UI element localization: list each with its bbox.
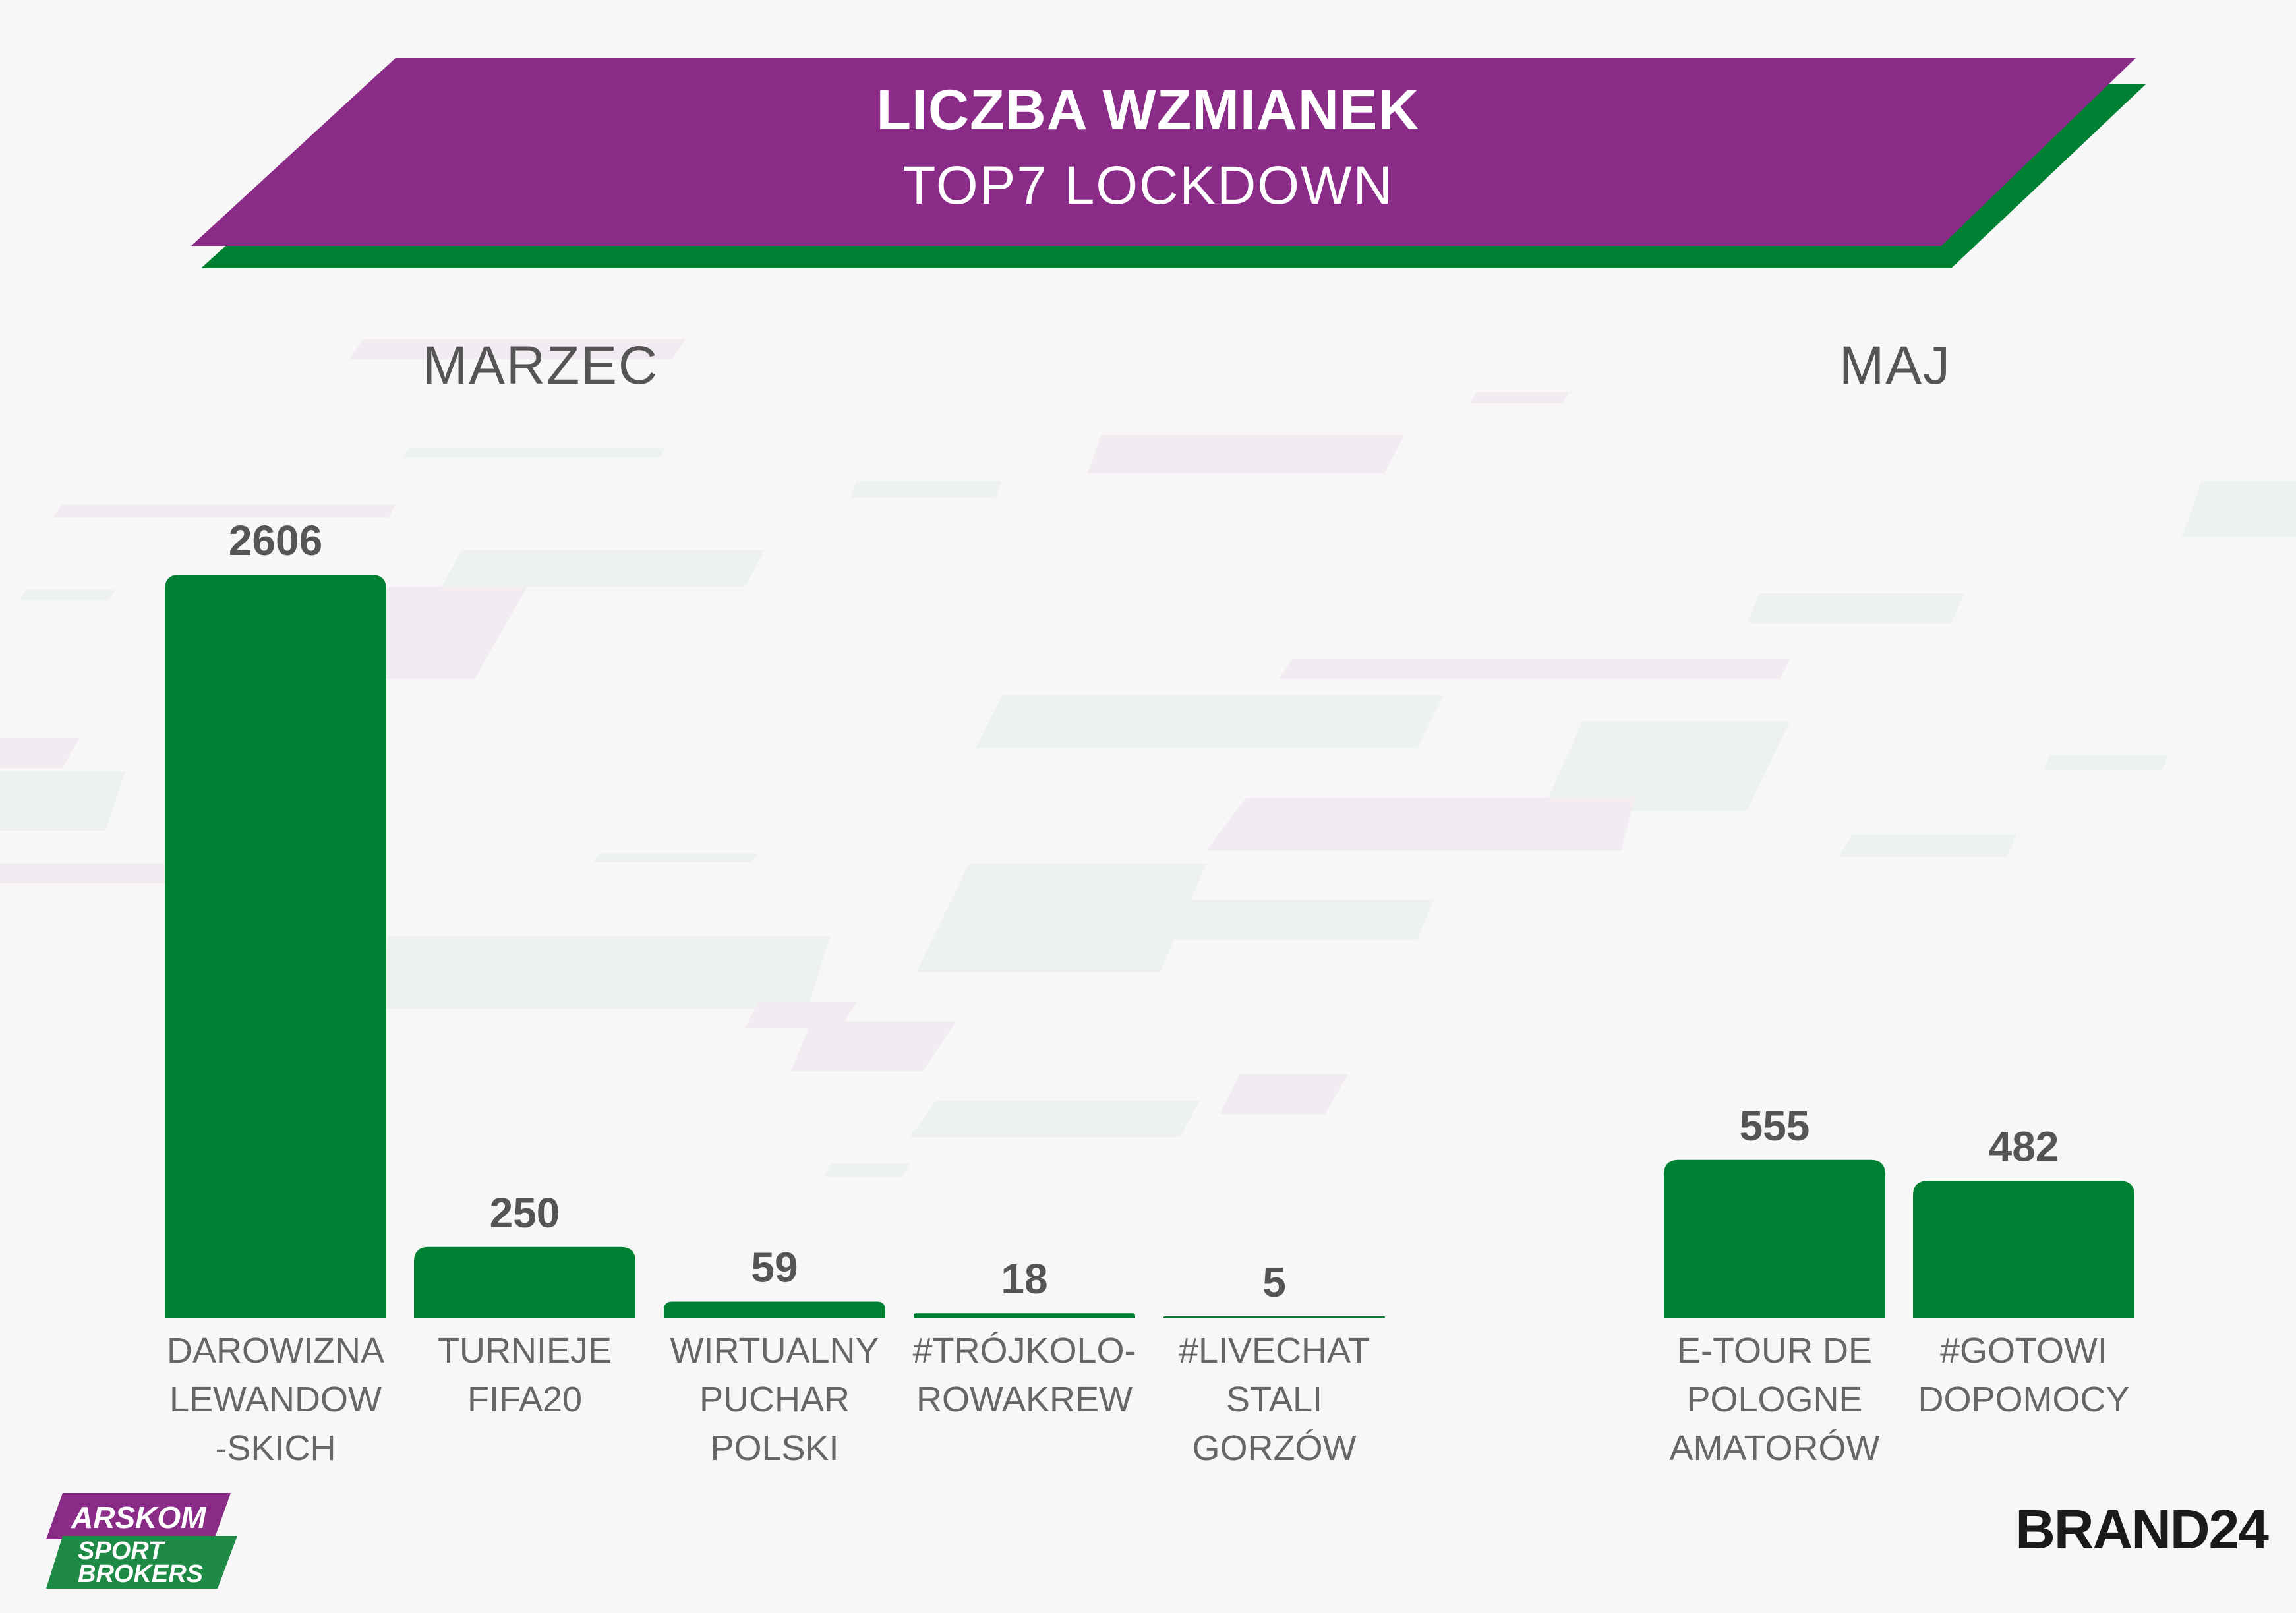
arskom-logo-line1: ARSKOM — [71, 1500, 207, 1535]
bar-value-label: 18 — [1001, 1255, 1047, 1303]
bar — [414, 1246, 635, 1318]
bar-category-label: PUCHAR — [699, 1380, 850, 1419]
bar-value-label: 59 — [751, 1243, 798, 1291]
bar-category-label: DOPOMOCY — [1918, 1380, 2129, 1419]
brand24-logo: BRAND24 — [2015, 1498, 2269, 1560]
bar-category-label: TURNIEJE — [438, 1331, 612, 1370]
bar-category-label: GORZÓW — [1192, 1428, 1357, 1468]
section-label-march: MARZEC — [422, 336, 659, 396]
section-label-may: MAJ — [1839, 336, 1951, 396]
bar-value-label: 250 — [490, 1189, 560, 1237]
bar-category-label: #GOTOWI — [1940, 1331, 2107, 1370]
bar-category-label: -SKICH — [215, 1428, 336, 1468]
bar-category-label: POLOGNE — [1686, 1380, 1862, 1419]
bar-value-label: 5 — [1262, 1258, 1286, 1306]
arskom-logo-line2: SPORT — [78, 1537, 165, 1565]
bar-category-label: LEWANDOW — [169, 1380, 382, 1419]
background-streaks — [0, 339, 2296, 1177]
arskom-logo-line3: BROKERS — [78, 1560, 203, 1588]
bar-category-label: AMATORÓW — [1670, 1428, 1880, 1468]
arskom-logo-purple-band — [46, 1493, 231, 1539]
bar — [1664, 1159, 1885, 1318]
bar — [1913, 1181, 2134, 1318]
bar-value-label: 555 — [1740, 1102, 1810, 1150]
bar-category-label: ROWAKREW — [916, 1380, 1133, 1419]
chart-title: LICZBA WZMIANEK — [876, 78, 1420, 142]
bar — [914, 1313, 1135, 1318]
bar-category-label: POLSKI — [710, 1428, 839, 1468]
arskom-logo-green-band — [46, 1536, 237, 1589]
bar-value-label: 2606 — [229, 517, 322, 564]
bar-category-label: STALI — [1226, 1380, 1322, 1419]
bar-value-label: 482 — [1989, 1123, 2059, 1170]
bar-category-label: E-TOUR DE — [1677, 1331, 1872, 1370]
bar-category-label: WIRTUALNY — [670, 1331, 879, 1370]
bars-layer: 2606 DAROWIZNA LEWANDOW -SKICH 250 TURNIEJE FI… — [165, 517, 2134, 1468]
bar — [1163, 1316, 1385, 1318]
bar-category-label: #LIVECHAT — [1179, 1331, 1370, 1370]
bar — [664, 1301, 885, 1318]
banner — [191, 58, 2136, 246]
chart-subtitle: TOP7 LOCKDOWN — [902, 156, 1394, 216]
bar-category-label: DAROWIZNA — [167, 1331, 384, 1370]
bar-category-label: #TRÓJKOLO- — [912, 1331, 1136, 1370]
bar — [165, 575, 386, 1318]
bar-category-label: FIFA20 — [467, 1380, 582, 1419]
